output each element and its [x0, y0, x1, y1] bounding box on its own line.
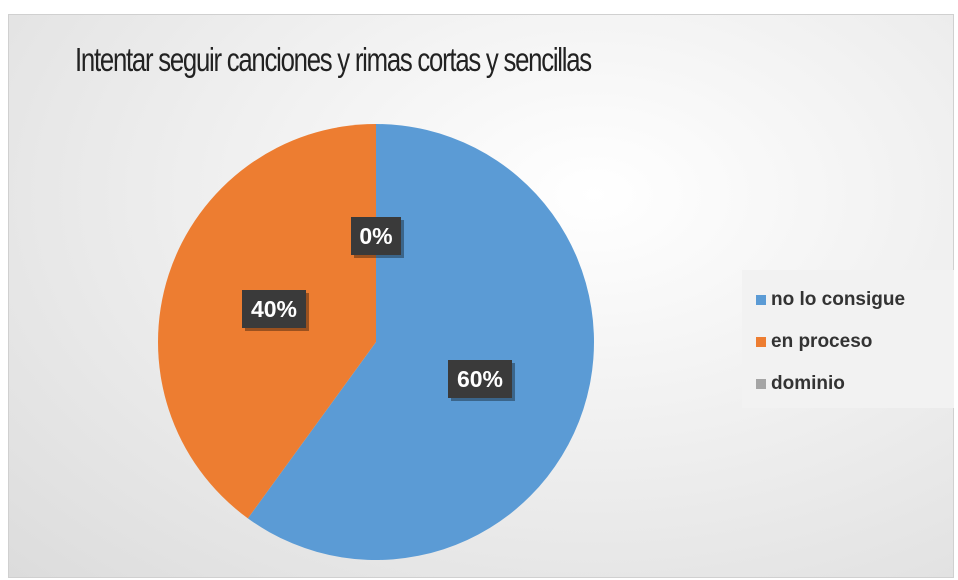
data-label-en-proceso: 40%	[242, 290, 309, 331]
legend-label: dominio	[771, 373, 845, 394]
legend-item-dominio: dominio	[756, 372, 845, 396]
data-label-dominio: 0%	[351, 217, 404, 258]
legend-swatch	[756, 295, 766, 305]
data-label-text: 60%	[457, 366, 503, 392]
data-label-no-lo-consigue: 60%	[448, 360, 515, 401]
legend-label: no lo consigue	[771, 289, 906, 310]
legend-item-en-proceso: en proceso	[756, 330, 872, 354]
legend-item-no-lo-consigue: no lo consigue	[756, 288, 905, 312]
legend-swatch	[756, 337, 766, 347]
chart-title: Intentar seguir canciones y rimas cortas…	[75, 41, 592, 78]
data-label-text: 40%	[251, 296, 297, 322]
legend: no lo consigue en proceso dominio	[742, 270, 954, 408]
data-label-text: 0%	[359, 223, 392, 249]
legend-label: en proceso	[771, 331, 873, 352]
legend-swatch	[756, 379, 766, 389]
pie-slice-no-lo-consigue	[247, 124, 595, 561]
